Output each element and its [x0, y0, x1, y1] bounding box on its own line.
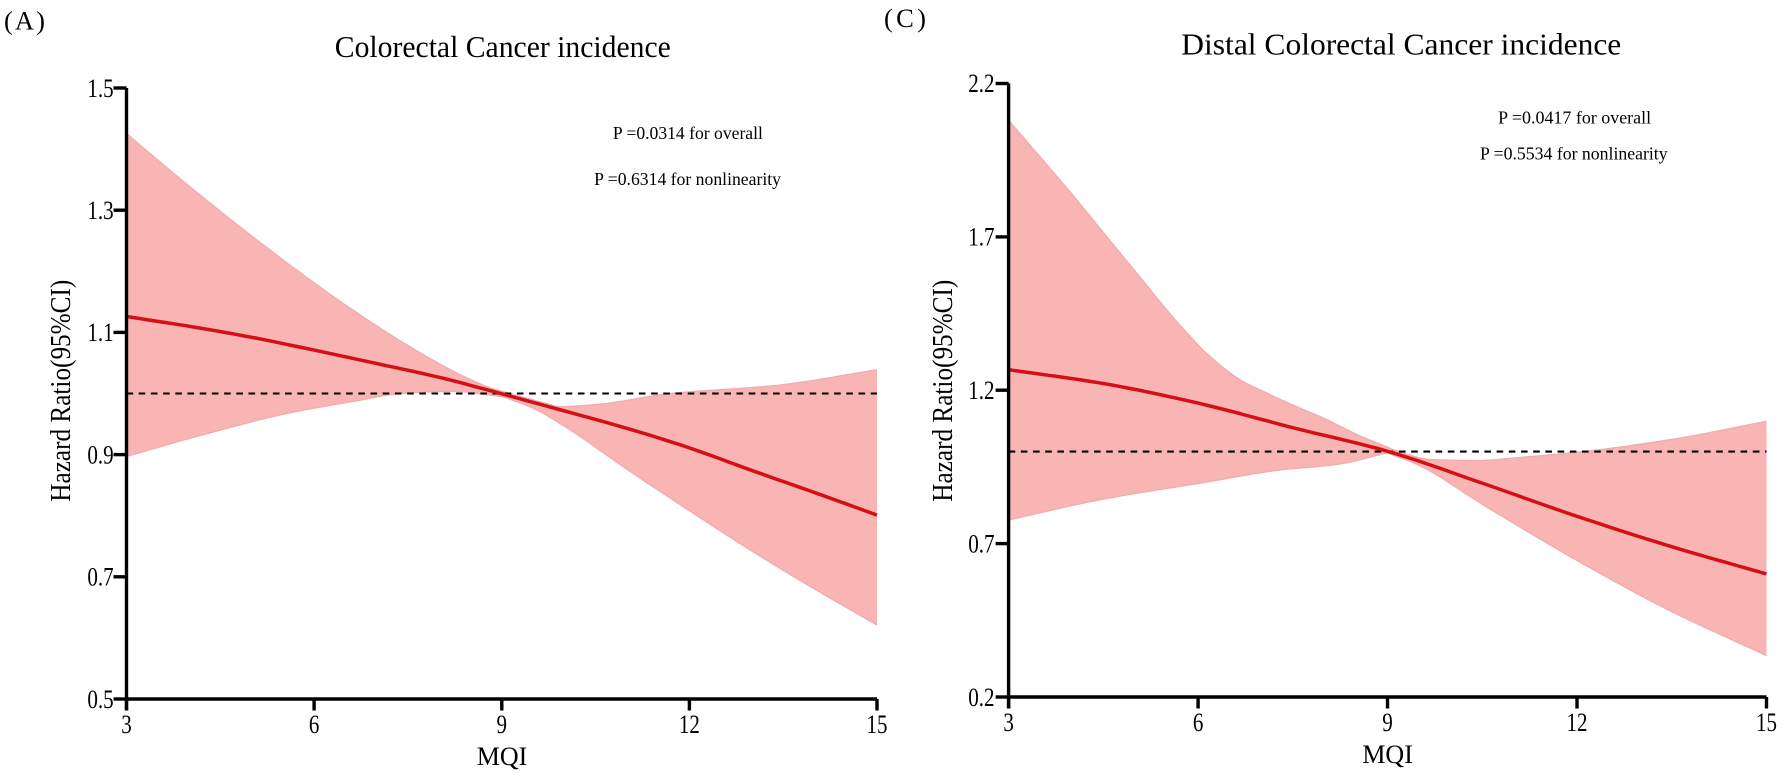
- svg-text:12: 12: [679, 710, 700, 739]
- svg-text:0.5: 0.5: [87, 685, 113, 714]
- svg-text:3: 3: [1003, 708, 1014, 737]
- svg-text:6: 6: [309, 710, 320, 739]
- svg-text:P =0.5534 for nonlinearity: P =0.5534 for nonlinearity: [1480, 144, 1668, 164]
- svg-text:P =0.0314 for overall: P =0.0314 for overall: [613, 123, 763, 143]
- svg-text:0.7: 0.7: [87, 563, 113, 592]
- svg-text:1.7: 1.7: [968, 223, 994, 252]
- svg-text:P =0.0417 for overall: P =0.0417 for overall: [1498, 108, 1651, 128]
- svg-text:P =0.6314 for nonlinearity: P =0.6314 for nonlinearity: [594, 169, 781, 189]
- svg-text:Distal Colorectal Cancer incid: Distal Colorectal Cancer incidence: [1181, 28, 1621, 62]
- svg-text:9: 9: [497, 710, 508, 739]
- svg-text:0.9: 0.9: [87, 440, 113, 469]
- svg-text:1.1: 1.1: [87, 318, 113, 347]
- svg-text:0.7: 0.7: [968, 529, 994, 558]
- svg-text:(C): (C): [884, 3, 926, 33]
- svg-text:(A): (A): [4, 6, 45, 36]
- svg-text:Colorectal Cancer incidence: Colorectal Cancer incidence: [335, 30, 671, 64]
- svg-text:6: 6: [1193, 708, 1204, 737]
- svg-text:1.2: 1.2: [968, 376, 994, 405]
- svg-text:1.5: 1.5: [87, 74, 113, 103]
- svg-text:Hazard Ratio(95%CI): Hazard Ratio(95%CI): [928, 280, 959, 502]
- svg-text:15: 15: [1756, 708, 1777, 737]
- svg-text:3: 3: [121, 710, 132, 739]
- svg-text:MQI: MQI: [477, 742, 528, 771]
- svg-text:Hazard Ratio(95%CI): Hazard Ratio(95%CI): [46, 280, 77, 502]
- svg-text:2.2: 2.2: [968, 69, 994, 98]
- svg-text:9: 9: [1382, 708, 1393, 737]
- svg-text:12: 12: [1567, 708, 1588, 737]
- svg-text:15: 15: [867, 710, 888, 739]
- svg-text:0.2: 0.2: [968, 683, 994, 712]
- svg-text:MQI: MQI: [1362, 740, 1413, 769]
- svg-text:1.3: 1.3: [87, 196, 113, 225]
